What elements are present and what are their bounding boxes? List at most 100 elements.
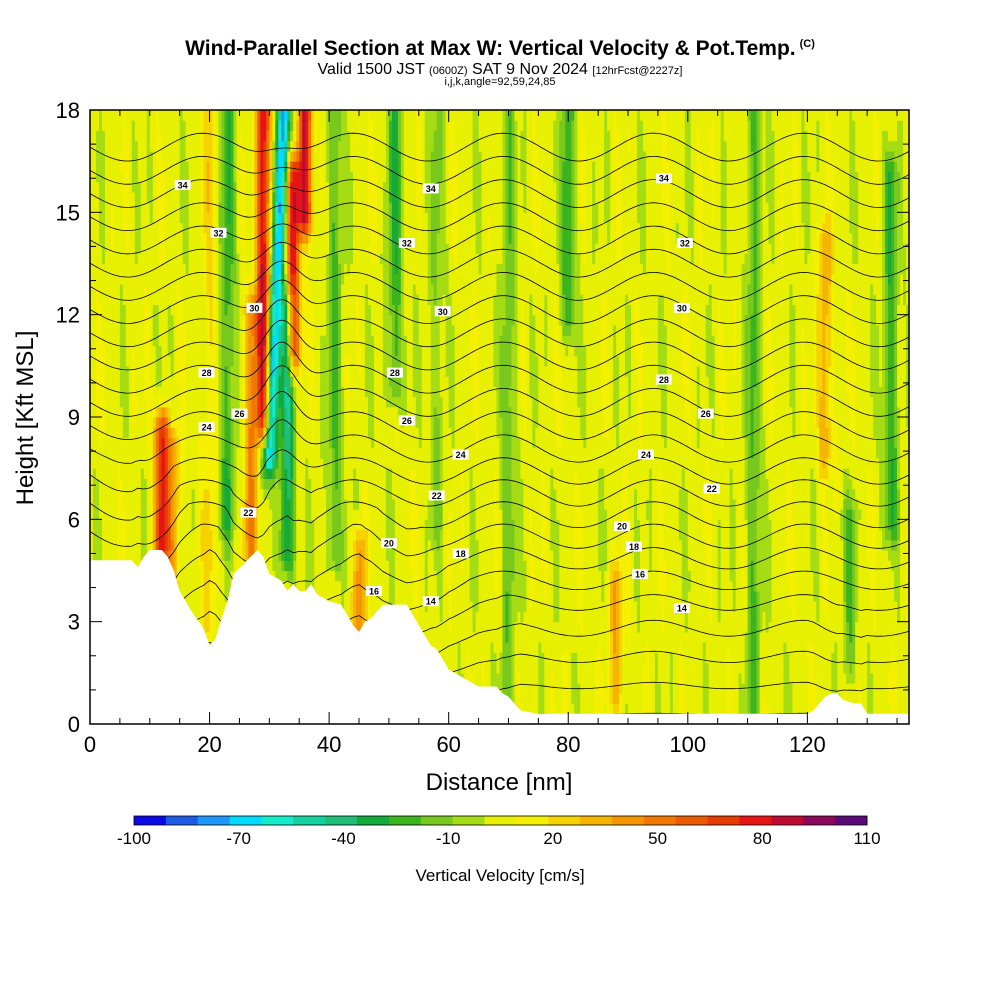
velocity-cell: [284, 273, 288, 285]
velocity-cell: [233, 171, 238, 183]
velocity-cell: [260, 457, 264, 469]
velocity-cell: [131, 427, 136, 439]
velocity-cell: [119, 539, 124, 551]
velocity-cell: [209, 498, 214, 510]
velocity-cell: [275, 519, 279, 531]
velocity-cell: [269, 488, 273, 500]
velocity-cell: [233, 437, 238, 449]
velocity-cell: [170, 345, 175, 357]
velocity-cell: [191, 550, 196, 561]
valid-utc-text: (0600Z): [429, 65, 468, 77]
velocity-cell: [254, 232, 258, 244]
velocity-cell: [281, 161, 285, 172]
velocity-cell: [224, 498, 229, 510]
velocity-cell: [152, 243, 157, 254]
velocity-cell: [176, 498, 181, 510]
velocity-cell: [254, 396, 258, 408]
velocity-cell: [230, 396, 235, 408]
velocity-cell: [152, 150, 157, 162]
velocity-cell: [218, 130, 223, 142]
velocity-cell: [188, 345, 193, 357]
velocity-cell: [131, 273, 136, 285]
velocity-cell: [272, 355, 276, 367]
velocity-cell: [188, 437, 193, 449]
velocity-cell: [206, 427, 211, 439]
velocity-cell: [209, 110, 214, 121]
velocity-cell: [248, 406, 253, 418]
velocity-cell: [245, 355, 250, 367]
velocity-cell: [191, 365, 196, 377]
velocity-cell: [179, 529, 184, 541]
velocity-cell: [197, 324, 202, 336]
velocity-cell: [248, 294, 253, 306]
velocity-cell: [113, 212, 118, 224]
velocity-cell: [101, 539, 106, 551]
velocity-cell: [128, 130, 133, 142]
velocity-cell: [125, 232, 130, 244]
velocity-cell: [95, 345, 100, 357]
velocity-cell: [158, 243, 163, 254]
velocity-cell: [119, 191, 124, 203]
velocity-cell: [218, 468, 223, 479]
velocity-cell: [90, 140, 94, 152]
velocity-cell: [197, 427, 202, 439]
velocity-cell: [152, 498, 157, 510]
velocity-cell: [242, 396, 247, 408]
velocity-cell: [188, 396, 193, 408]
velocity-cell: [152, 376, 157, 387]
velocity-cell: [218, 550, 223, 561]
velocity-cell: [266, 539, 270, 551]
velocity-cell: [104, 171, 109, 183]
velocity-cell: [152, 304, 157, 316]
velocity-cell: [125, 386, 130, 398]
velocity-cell: [146, 110, 151, 121]
velocity-cell: [143, 335, 148, 346]
velocity-cell: [251, 355, 255, 367]
velocity-cell: [95, 539, 100, 551]
velocity-cell: [281, 417, 285, 428]
velocity-cell: [152, 253, 157, 265]
velocity-cell: [227, 345, 232, 357]
velocity-cell: [233, 130, 238, 142]
velocity-cell: [167, 488, 172, 500]
velocity-cell: [140, 171, 145, 183]
velocity-cell: [212, 478, 217, 490]
velocity-cell: [176, 314, 181, 326]
velocity-cell: [209, 437, 214, 449]
velocity-cell: [248, 171, 253, 183]
velocity-cell: [149, 529, 154, 541]
velocity-cell: [257, 181, 261, 193]
velocity-cell: [272, 550, 276, 561]
velocity-cell: [236, 294, 241, 306]
velocity-cell: [278, 110, 282, 121]
velocity-cell: [185, 560, 190, 572]
velocity-cell: [119, 263, 124, 275]
velocity-cell: [149, 243, 154, 254]
velocity-cell: [131, 447, 136, 459]
velocity-cell: [263, 468, 267, 479]
velocity-cell: [176, 437, 181, 449]
velocity-cell: [140, 417, 145, 428]
velocity-cell: [263, 365, 267, 377]
velocity-cell: [281, 110, 285, 121]
velocity-cell: [131, 550, 136, 561]
velocity-cell: [173, 417, 178, 428]
velocity-cell: [212, 212, 217, 224]
velocity-cell: [206, 294, 211, 306]
velocity-cell: [176, 110, 181, 121]
velocity-cell: [272, 110, 276, 121]
velocity-cell: [275, 273, 279, 285]
velocity-cell: [164, 232, 169, 244]
velocity-cell: [227, 406, 232, 418]
velocity-cell: [194, 365, 199, 377]
velocity-cell: [176, 232, 181, 244]
velocity-cell: [263, 232, 267, 244]
velocity-cell: [110, 539, 115, 551]
velocity-cell: [248, 253, 253, 265]
velocity-cell: [158, 191, 163, 203]
velocity-cell: [128, 355, 133, 367]
velocity-cell: [95, 283, 100, 295]
velocity-cell: [179, 283, 184, 295]
velocity-cell: [215, 314, 220, 326]
velocity-cell: [278, 232, 282, 244]
